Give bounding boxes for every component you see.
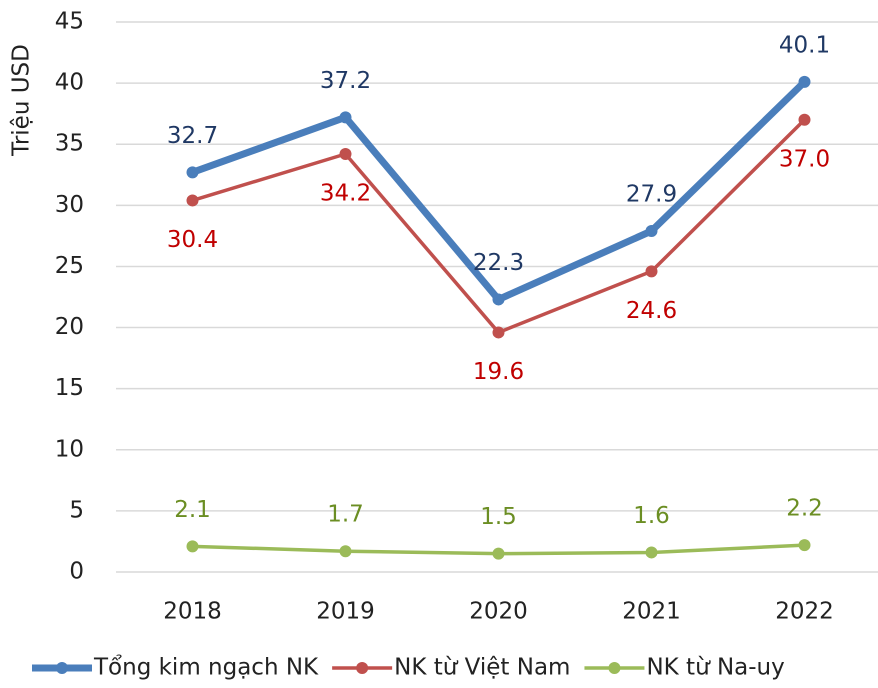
legend-label: NK từ Việt Nam xyxy=(394,655,570,681)
data-point xyxy=(186,166,199,179)
data-point xyxy=(339,545,352,558)
y-tick-label: 40 xyxy=(55,70,84,96)
data-point xyxy=(186,540,199,553)
x-tick-label: 2022 xyxy=(775,599,834,625)
data-label: 40.1 xyxy=(779,32,830,58)
data-point xyxy=(798,113,811,126)
data-label: 1.6 xyxy=(633,503,670,529)
data-point xyxy=(645,225,658,237)
data-point xyxy=(339,148,352,160)
data-label: 34.2 xyxy=(320,181,371,207)
data-point xyxy=(492,293,505,306)
y-tick-label: 45 xyxy=(55,9,84,35)
data-point xyxy=(339,111,352,124)
legend-marker xyxy=(608,662,621,674)
data-point xyxy=(492,547,505,560)
y-tick-label: 15 xyxy=(55,375,84,401)
data-label: 2.1 xyxy=(174,497,211,523)
data-label: 1.7 xyxy=(327,502,364,528)
data-label: 2.2 xyxy=(786,496,823,522)
y-axis-label: Triệu USD xyxy=(9,44,35,157)
data-label: 30.4 xyxy=(167,227,218,253)
data-point xyxy=(186,194,199,207)
y-tick-label: 35 xyxy=(55,131,84,157)
legend-label: Tổng kim ngạch NK xyxy=(93,655,319,681)
y-tick-label: 30 xyxy=(55,192,84,218)
data-point xyxy=(492,326,505,339)
data-point xyxy=(645,265,658,278)
data-point xyxy=(798,75,811,88)
data-point xyxy=(798,539,811,552)
data-label: 19.6 xyxy=(473,359,524,385)
x-tick-label: 2020 xyxy=(469,599,528,625)
x-tick-label: 2019 xyxy=(316,599,375,625)
data-label: 37.2 xyxy=(320,68,371,94)
y-tick-label: 25 xyxy=(55,253,84,279)
y-tick-label: 5 xyxy=(69,497,84,523)
data-label: 1.5 xyxy=(480,504,517,530)
x-tick-label: 2021 xyxy=(622,599,681,625)
x-tick-label: 2018 xyxy=(163,599,222,625)
data-label: 24.6 xyxy=(626,298,677,324)
legend-label: NK từ Na-uy xyxy=(646,655,784,681)
data-label: 32.7 xyxy=(167,123,218,149)
data-label: 37.0 xyxy=(779,146,830,172)
y-tick-label: 0 xyxy=(69,559,84,585)
legend-marker xyxy=(56,662,68,674)
data-label: 27.9 xyxy=(626,182,677,208)
data-label: 22.3 xyxy=(473,250,524,276)
y-tick-label: 10 xyxy=(55,436,84,462)
legend-marker xyxy=(356,662,369,674)
y-tick-label: 20 xyxy=(55,314,84,340)
data-point xyxy=(645,546,658,559)
